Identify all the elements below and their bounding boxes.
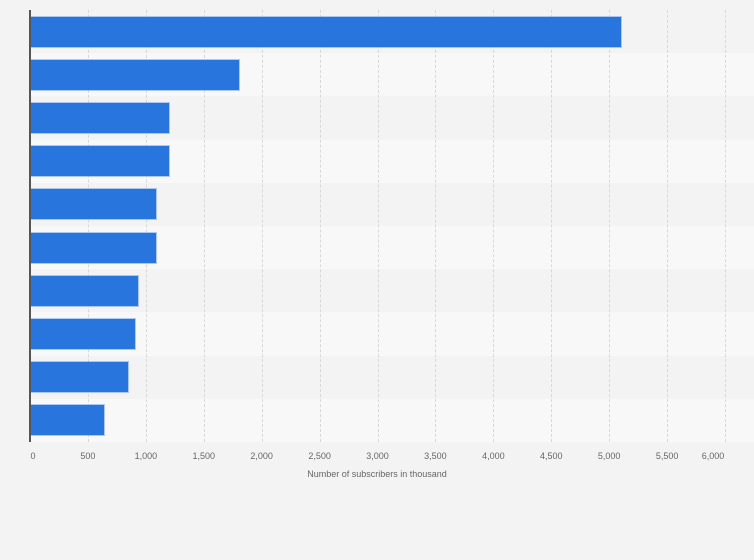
gridline: [667, 10, 669, 442]
x-tick-label: 2,000: [250, 451, 273, 461]
bar[interactable]: [31, 362, 129, 393]
gridline: [261, 10, 263, 442]
row-band: [30, 269, 754, 313]
bar[interactable]: [31, 103, 169, 133]
row-band: [30, 312, 754, 356]
bar[interactable]: [31, 232, 157, 263]
x-tick-label: 1,500: [192, 451, 216, 461]
x-tick-label: 500: [80, 451, 96, 461]
bar[interactable]: [31, 146, 169, 177]
row-band: [30, 398, 754, 442]
x-tick-label: 3,500: [424, 451, 447, 461]
gridline: [609, 10, 611, 442]
bar[interactable]: [31, 405, 105, 436]
gridline: [725, 10, 726, 442]
gridline: [203, 10, 205, 442]
gridline: [435, 10, 437, 442]
gridline: [87, 10, 89, 442]
x-tick-label: 0: [30, 451, 36, 461]
gridline: [319, 10, 321, 442]
x-axis-title: Number of subscribers in thousand: [307, 469, 447, 479]
x-tick-label: 1,000: [134, 451, 158, 461]
bar[interactable]: [31, 59, 239, 90]
bar[interactable]: [31, 275, 138, 306]
x-tick-label: 4,000: [482, 451, 505, 461]
x-tick-label: 3,000: [366, 451, 389, 461]
x-tick-label: 6,000: [701, 451, 725, 461]
gridline: [145, 10, 147, 442]
x-tick-label: 5,000: [597, 451, 621, 461]
x-tick-label: 2,500: [308, 451, 331, 461]
gridline: [377, 10, 379, 442]
bar[interactable]: [31, 16, 621, 47]
gridline: [551, 10, 553, 442]
y-axis-line: [29, 10, 31, 442]
bar[interactable]: [31, 189, 157, 220]
x-tick-label: 5,500: [655, 451, 679, 461]
x-tick-label: 4,500: [539, 451, 563, 461]
gridline: [493, 10, 495, 442]
row-band: [30, 355, 754, 399]
bar[interactable]: [31, 319, 136, 349]
